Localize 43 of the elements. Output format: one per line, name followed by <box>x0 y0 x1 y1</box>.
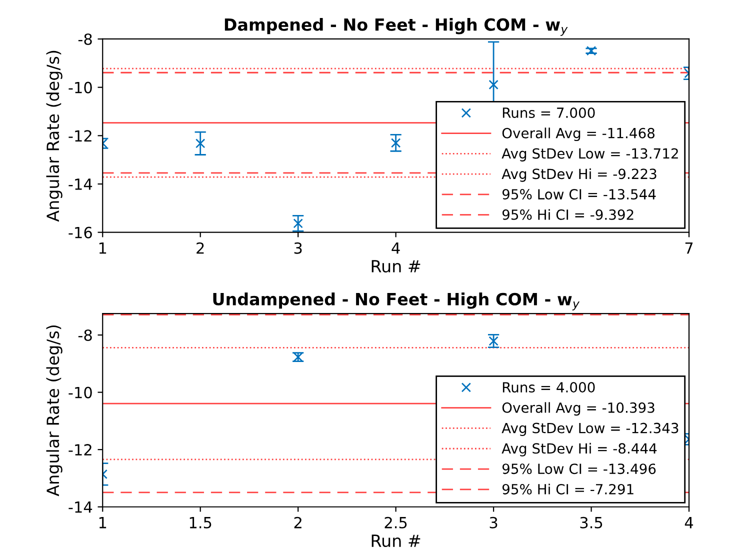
point <box>195 138 206 148</box>
chart-title: Undampened - No Feet - High COM - w$_{y}$ <box>213 292 580 310</box>
legend-label: Avg StDev Low = -12.343 <box>502 422 678 436</box>
y-axis-title: Angular Rate (deg/s) <box>46 50 62 222</box>
y-tick-label: -16 <box>68 226 92 238</box>
x-tick-label: 2.5 <box>384 516 407 528</box>
y-tick-label: -14 <box>68 502 92 513</box>
x-axis-title: Run # <box>372 260 420 273</box>
ref-line-label: Overall Avg = -10.393 <box>502 402 654 416</box>
legend-label: Avg StDev Hi = -8.444 <box>502 442 657 456</box>
x-tick-label: 1.5 <box>190 517 212 528</box>
point <box>488 80 498 90</box>
legend-label: 95% Hi CI = -9.392 <box>502 209 634 220</box>
x-tick-label: 3 <box>294 242 302 254</box>
legend-label: 95% Hi CI = -7.291 <box>502 484 634 494</box>
ref-line-label: Overall Avg = -11.468 <box>502 128 654 142</box>
legend-label: 95% Low CI = -13.544 <box>502 189 656 200</box>
y-tick-label: -14 <box>68 178 92 190</box>
y-axis-title: Angular Rate (deg/s) <box>46 325 62 496</box>
legend-label: Avg StDev Hi = -9.223 <box>502 168 656 182</box>
x-tick-label: 2 <box>196 242 204 254</box>
chart-title: Dampened - No Feet - High COM - w$_{y}$ <box>224 18 568 36</box>
x-tick-label: 7 <box>685 242 693 254</box>
x-tick-label: 1 <box>99 242 106 254</box>
y-tick-label: -10 <box>68 386 92 398</box>
y-tick-label: -12 <box>68 130 92 142</box>
x-axis-title: Run # <box>372 534 420 548</box>
x-tick-label: 2 <box>294 516 302 528</box>
legend-label: Runs = 4.000 <box>502 382 595 393</box>
y-tick-label: -10 <box>68 82 92 94</box>
x-tick-label: 4 <box>392 242 400 254</box>
y-tick-label: -8 <box>78 329 92 342</box>
y-tick-label: -12 <box>68 444 92 456</box>
point <box>293 218 303 228</box>
legend-label: Runs = 7.000 <box>502 107 595 118</box>
legend-label: Avg StDev Low = -13.712 <box>502 148 678 162</box>
y-tick-label: -8 <box>78 33 92 46</box>
point <box>390 138 401 148</box>
x-tick-label: 3.5 <box>580 516 602 528</box>
x-tick-label: 4 <box>684 517 694 528</box>
x-tick-label: 1 <box>99 517 106 528</box>
x-tick-label: 3 <box>490 516 498 528</box>
legend-label: 95% Low CI = -13.496 <box>502 464 656 474</box>
